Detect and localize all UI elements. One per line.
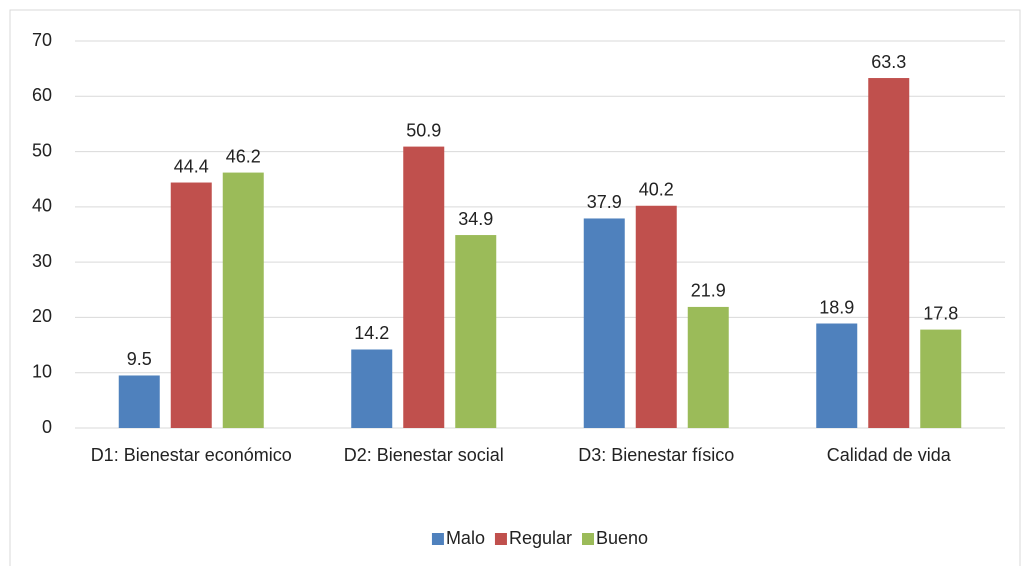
y-tick-label: 60 (32, 85, 52, 105)
data-label: 9.5 (127, 349, 152, 369)
x-tick-label: D3: Bienestar físico (578, 445, 735, 465)
x-tick-label: D1: Bienestar económico (90, 445, 292, 465)
x-tick-label: Calidad de vida (826, 445, 951, 465)
y-tick-label: 40 (32, 196, 52, 216)
data-label: 18.9 (819, 297, 854, 317)
bar (687, 306, 729, 428)
bar (455, 235, 497, 428)
y-tick-label: 70 (32, 30, 52, 50)
bar (170, 182, 212, 428)
bar (583, 218, 625, 428)
data-label: 46.2 (226, 146, 261, 166)
data-label: 21.9 (691, 281, 726, 301)
bar (635, 205, 677, 428)
legend-label: Regular (509, 528, 572, 548)
y-tick-label: 30 (32, 251, 52, 271)
data-label: 63.3 (871, 52, 906, 72)
x-tick-label: D2: Bienestar social (343, 445, 504, 465)
data-label: 40.2 (639, 180, 674, 200)
legend-swatch (582, 533, 594, 545)
bar (868, 78, 910, 428)
data-label: 14.2 (354, 323, 389, 343)
data-label: 34.9 (458, 209, 493, 229)
data-label: 37.9 (587, 192, 622, 212)
bar (222, 172, 264, 428)
chart-border (9, 9, 1021, 566)
bar (403, 146, 445, 429)
bar (351, 349, 393, 428)
legend-swatch (431, 533, 444, 545)
legend-swatch (494, 533, 507, 545)
y-tick-label: 50 (32, 140, 52, 160)
bar (118, 375, 160, 428)
y-tick-label: 20 (32, 306, 52, 326)
legend-label: Malo (446, 528, 485, 548)
data-label: 44.4 (174, 156, 209, 176)
data-label: 50.9 (406, 120, 441, 140)
legend-label: Bueno (596, 528, 648, 548)
y-tick-label: 0 (42, 417, 52, 437)
bar (920, 329, 962, 428)
y-tick-label: 10 (32, 361, 52, 381)
data-label: 17.8 (923, 303, 958, 323)
bar (816, 323, 858, 428)
